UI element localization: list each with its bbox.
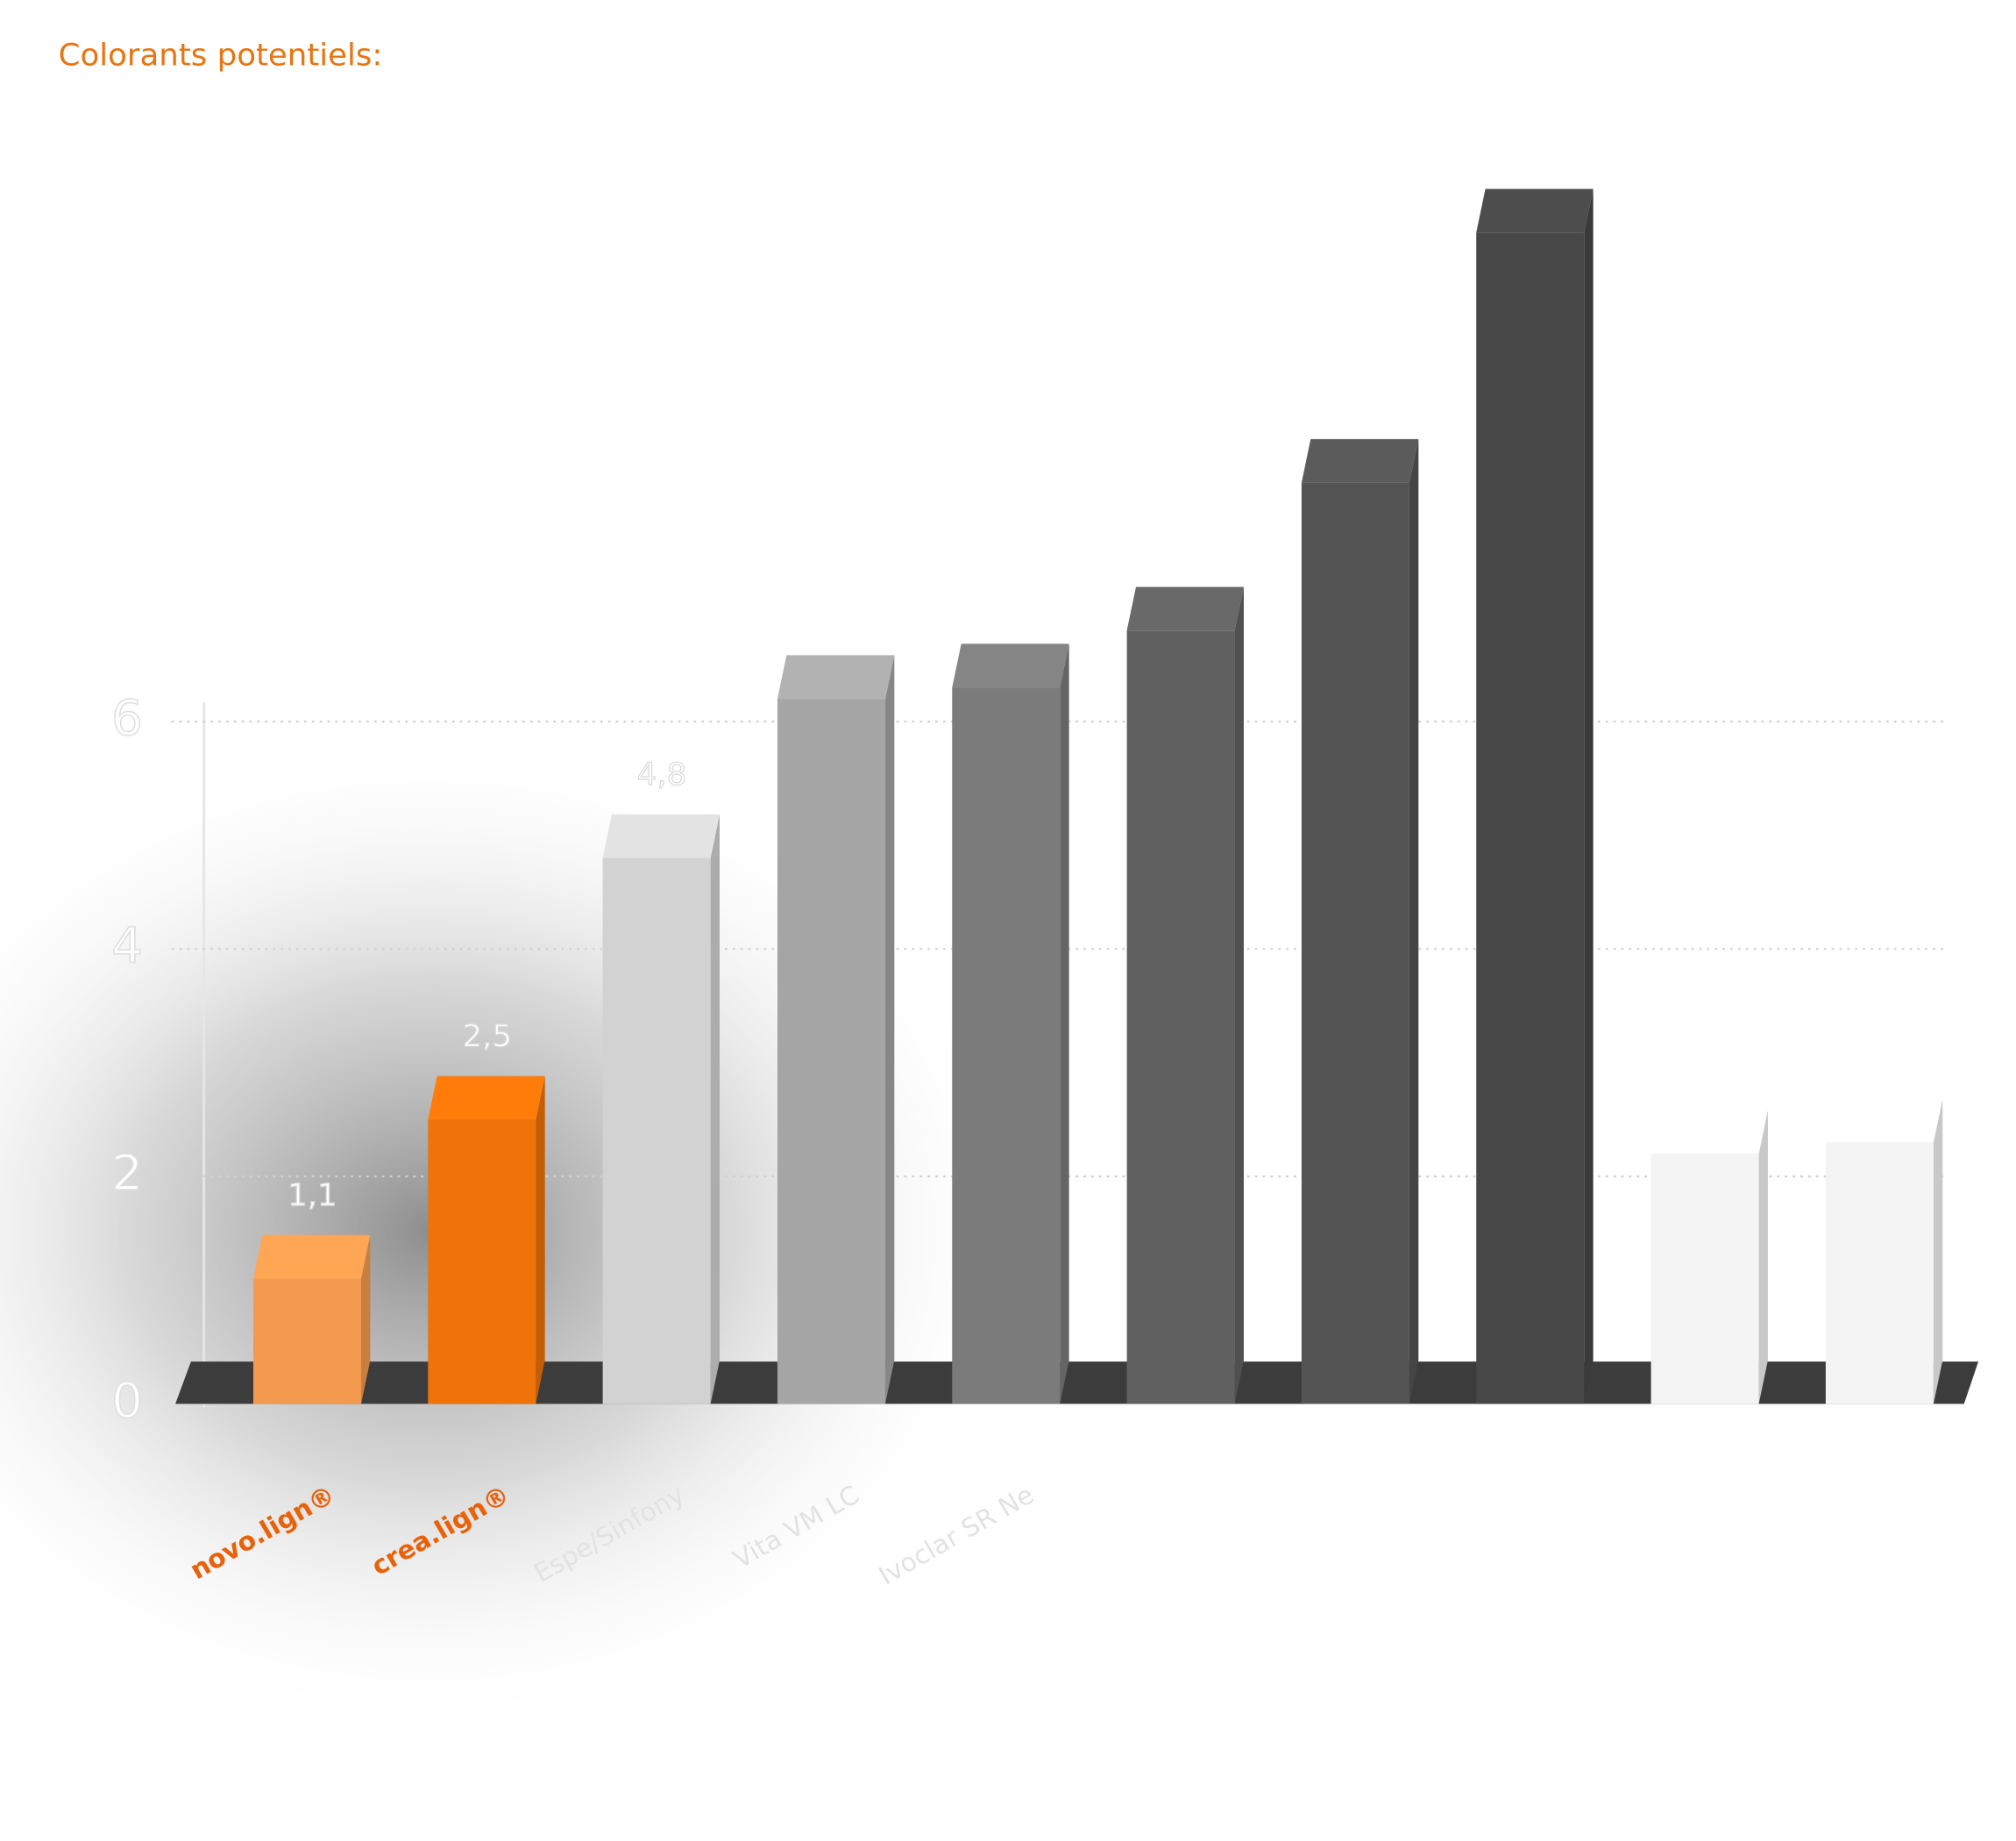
bar-side	[536, 1076, 545, 1404]
bar-top	[1650, 1110, 1768, 1154]
y-tick-label: 0	[111, 1373, 143, 1430]
bar-side	[884, 655, 895, 1404]
bar-group	[1650, 1110, 1768, 1404]
bar-side	[1060, 643, 1069, 1404]
bar-top	[777, 655, 895, 700]
bar	[602, 857, 711, 1404]
bar	[1126, 630, 1235, 1404]
bar	[1476, 232, 1585, 1404]
bar-top	[1301, 438, 1419, 483]
bar-group	[1126, 586, 1244, 1404]
y-tick-label: 2	[111, 1145, 143, 1202]
value-label: 1,1	[287, 1177, 337, 1213]
bar-side	[360, 1234, 371, 1404]
bar-side	[1933, 1098, 1943, 1404]
y-tick-label: 4	[111, 918, 143, 975]
bar	[1650, 1153, 1759, 1404]
bar-group	[602, 814, 721, 1404]
bar-top	[252, 1234, 371, 1279]
bar-group	[952, 643, 1069, 1404]
bar-top	[1476, 188, 1594, 233]
bar-top	[952, 643, 1069, 688]
bar	[428, 1120, 536, 1404]
bar-side	[1758, 1110, 1768, 1404]
bar-side	[710, 814, 721, 1404]
bar-group	[777, 655, 895, 1404]
bar-group	[1476, 188, 1594, 1404]
bar-top	[602, 814, 721, 858]
bar-group	[1301, 438, 1419, 1404]
bar-group	[1825, 1098, 1943, 1404]
bar	[777, 699, 885, 1404]
bar-side	[1584, 188, 1594, 1404]
bar-top	[1126, 586, 1244, 631]
bar-top	[1825, 1098, 1943, 1142]
chart-title: Colorants potentiels:	[59, 37, 383, 73]
y-tick-label: 6	[111, 690, 143, 747]
bar-side	[1234, 586, 1244, 1404]
value-label: 2,5	[462, 1019, 512, 1055]
bar-side	[1409, 438, 1419, 1404]
bar	[1301, 482, 1409, 1404]
bar-group	[428, 1076, 545, 1404]
bar	[952, 687, 1061, 1404]
bar	[1825, 1141, 1934, 1404]
bar-top	[428, 1076, 545, 1120]
bar-group	[252, 1234, 371, 1404]
bar	[252, 1278, 361, 1404]
value-label: 4,8	[637, 757, 687, 793]
